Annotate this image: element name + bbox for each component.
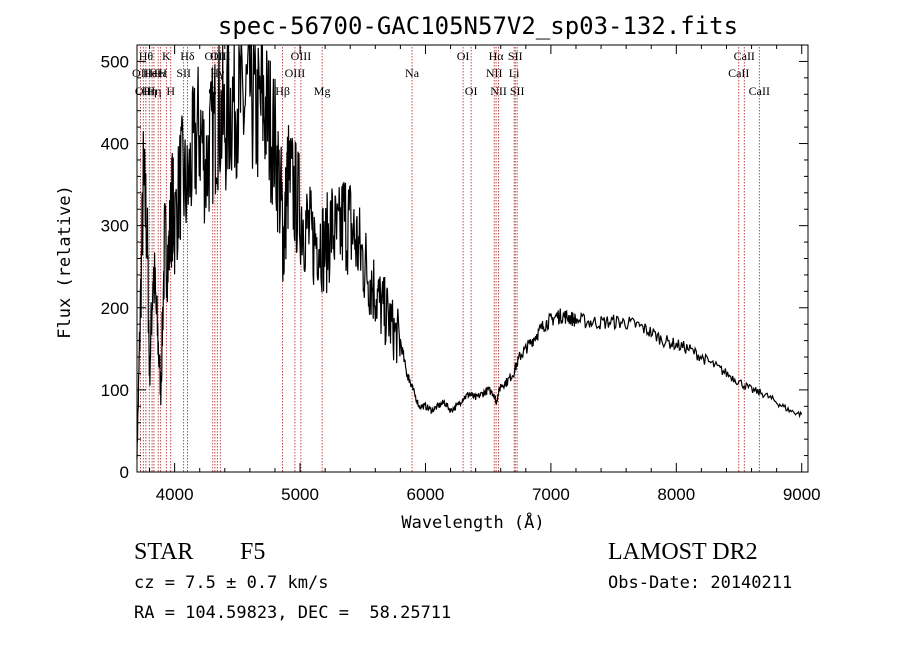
line-label: H	[166, 84, 175, 98]
y-tick-label: 200	[101, 299, 129, 318]
line-label: Li	[509, 66, 520, 80]
coordinates: RA = 104.59823, DEC = 58.25711	[134, 603, 452, 623]
class-label: STAR	[134, 539, 194, 565]
line-label: Mg	[314, 84, 331, 98]
line-markers	[139, 47, 760, 472]
y-tick-label: 100	[101, 381, 129, 400]
line-label: G	[208, 84, 217, 98]
line-label: K	[162, 49, 171, 63]
line-label: OI	[465, 84, 478, 98]
line-label: Hθ	[139, 49, 154, 63]
line-label: OIII	[285, 66, 306, 80]
line-label: SII	[510, 84, 525, 98]
line-label: CaII	[734, 49, 755, 63]
chart-title: spec-56700-GAC105N57V2_sp03-132.fits	[218, 12, 738, 40]
spectrum-series-line	[136, 44, 803, 460]
line-label: OII	[132, 66, 149, 80]
line-label: CaII	[749, 84, 770, 98]
y-axis-label: Flux (relative)	[55, 185, 75, 339]
x-axis-label: Wavelength (Å)	[401, 511, 544, 533]
subclass-label: F5	[240, 539, 266, 565]
line-label: NII	[486, 66, 503, 80]
line-label: OIII	[210, 49, 231, 63]
x-tick-label: 4000	[156, 485, 194, 504]
line-label: HeI	[143, 66, 161, 80]
line-label: SII	[176, 66, 191, 80]
x-tick-label: 7000	[532, 485, 570, 504]
y-tick-label: 300	[101, 217, 129, 236]
line-label: Hα	[489, 49, 505, 63]
line-label: CaII	[728, 66, 749, 80]
axis-ticks: 4000 5000 6000 7000 8000 9000 0 100 200 300 400 500	[101, 45, 821, 504]
x-tick-label: 5000	[281, 485, 319, 504]
line-label: OIII	[205, 49, 226, 63]
line-label: OII	[135, 84, 152, 98]
cz-value: cz = 7.5 ± 0.7 km/s	[134, 573, 329, 593]
line-label: Hδ	[180, 49, 195, 63]
line-label: Na	[405, 66, 420, 80]
line-label: OIII	[291, 49, 312, 63]
survey-label: LAMOST DR2	[608, 539, 758, 565]
x-tick-label: 9000	[783, 485, 821, 504]
y-tick-label: 500	[101, 52, 129, 71]
x-tick-label: 6000	[407, 485, 445, 504]
obs-date: Obs-Date: 20140211	[608, 573, 793, 593]
line-label: OI	[457, 49, 470, 63]
x-tick-label: 8000	[657, 485, 695, 504]
y-tick-label: 0	[120, 463, 129, 482]
line-label: Hγ	[210, 66, 225, 80]
line-label: Hη	[146, 84, 161, 98]
y-tick-label: 400	[101, 135, 129, 154]
line-label: SII	[508, 49, 523, 63]
line-label: HeI	[149, 66, 167, 80]
line-label: NII	[490, 84, 507, 98]
line-labels: OIIOIIHθHηHeIHηHeIHεKHSIIHδGOIIIHγOIIIHβ…	[132, 49, 770, 98]
line-label: Hε	[154, 66, 168, 80]
line-label: Hη	[142, 84, 157, 98]
line-label: Hβ	[275, 84, 290, 98]
